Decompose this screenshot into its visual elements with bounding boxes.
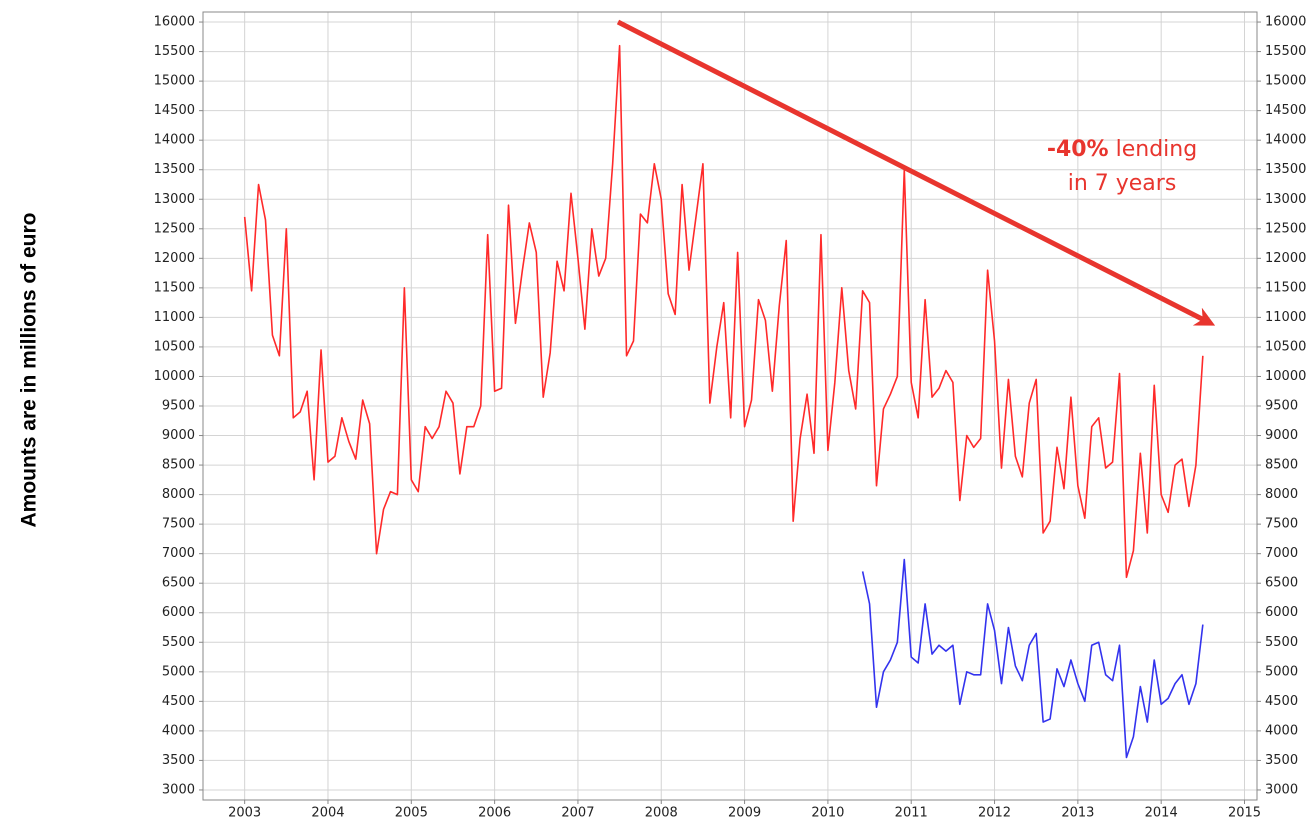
y2-tick-label: 6500 xyxy=(1265,576,1298,591)
y2-tick-label: 5000 xyxy=(1265,664,1298,679)
y2-tick-label: 6000 xyxy=(1265,605,1298,620)
x-tick-label: 2006 xyxy=(478,806,511,821)
y-tick-label: 3000 xyxy=(162,782,195,797)
y-tick-label: 12500 xyxy=(154,221,195,236)
x-tick-label: 2013 xyxy=(1061,806,1094,821)
y-tick-label: 10000 xyxy=(154,369,195,384)
series-line xyxy=(243,44,1204,579)
y-axis-label: Amounts are in millions of euro xyxy=(18,212,41,527)
y-tick-label: 7000 xyxy=(162,546,195,561)
x-tick-label: 2012 xyxy=(978,806,1011,821)
y2-tick-label: 8000 xyxy=(1265,487,1298,502)
y-tick-label: 13500 xyxy=(154,162,195,177)
y-tick-label: 12000 xyxy=(154,251,195,266)
x-tick-label: 2008 xyxy=(645,806,678,821)
x-tick-label: 2011 xyxy=(895,806,928,821)
y2-tick-label: 8500 xyxy=(1265,458,1298,473)
y2-tick-label: 15500 xyxy=(1265,44,1306,59)
y2-tick-label: 14500 xyxy=(1265,103,1306,118)
y2-tick-label: 12500 xyxy=(1265,221,1306,236)
y-tick-label: 9000 xyxy=(162,428,195,443)
annotation-bold: -40% xyxy=(1047,137,1109,162)
y-tick-label: 8500 xyxy=(162,458,195,473)
y2-tick-label: 5500 xyxy=(1265,635,1298,650)
series-line xyxy=(861,558,1204,759)
y-tick-label: 7500 xyxy=(162,517,195,532)
y2-tick-label: 13500 xyxy=(1265,162,1306,177)
x-tick-label: 2007 xyxy=(561,806,594,821)
y-tick-label: 5000 xyxy=(162,664,195,679)
y-tick-label: 9500 xyxy=(162,399,195,414)
y-tick-label: 11000 xyxy=(154,310,195,325)
x-tick-label: 2014 xyxy=(1145,806,1178,821)
y-tick-label: 15000 xyxy=(154,74,195,89)
y2-tick-label: 11500 xyxy=(1265,280,1306,295)
y-tick-label: 16000 xyxy=(154,15,195,30)
annotation-text: lending xyxy=(1116,137,1198,162)
y2-tick-label: 10000 xyxy=(1265,369,1306,384)
y2-tick-label: 9000 xyxy=(1265,428,1298,443)
trend-arrow xyxy=(616,19,1216,326)
x-tick-label: 2010 xyxy=(811,806,844,821)
y-tick-label: 4000 xyxy=(162,723,195,738)
y-tick-label: 10500 xyxy=(154,339,195,354)
y2-tick-label: 11000 xyxy=(1265,310,1306,325)
annotation-line2: in 7 years xyxy=(1068,171,1177,196)
lines xyxy=(243,44,1204,759)
y-tick-label: 5500 xyxy=(162,635,195,650)
y-tick-label: 11500 xyxy=(154,280,195,295)
y2-tick-label: 13000 xyxy=(1265,192,1306,207)
x-tick-label: 2005 xyxy=(395,806,428,821)
y2-tick-label: 4500 xyxy=(1265,694,1298,709)
x-tick-label: 2015 xyxy=(1228,806,1261,821)
x-tick-label: 2004 xyxy=(311,806,344,821)
y-tick-label: 15500 xyxy=(154,44,195,59)
y2-tick-label: 10500 xyxy=(1265,339,1306,354)
y-tick-label: 14000 xyxy=(154,133,195,148)
y2-tick-label: 4000 xyxy=(1265,723,1298,738)
x-tick-label: 2009 xyxy=(728,806,761,821)
y2-tick-label: 12000 xyxy=(1265,251,1306,266)
y-tick-label: 13000 xyxy=(154,192,195,207)
y-tick-label: 14500 xyxy=(154,103,195,118)
y2-tick-label: 7500 xyxy=(1265,517,1298,532)
annotation-line1: -40% lending xyxy=(1047,137,1197,162)
y2-tick-label: 3500 xyxy=(1265,753,1298,768)
y-tick-label: 6000 xyxy=(162,605,195,620)
y2-tick-label: 16000 xyxy=(1265,15,1306,30)
y2-tick-label: 7000 xyxy=(1265,546,1298,561)
y2-tick-label: 3000 xyxy=(1265,782,1298,797)
y-tick-label: 6500 xyxy=(162,576,195,591)
y-tick-label: 3500 xyxy=(162,753,195,768)
y-tick-label: 8000 xyxy=(162,487,195,502)
y2-tick-label: 9500 xyxy=(1265,399,1298,414)
y2-tick-label: 14000 xyxy=(1265,133,1306,148)
y2-tick-label: 15000 xyxy=(1265,74,1306,89)
y-tick-label: 4500 xyxy=(162,694,195,709)
x-tick-label: 2003 xyxy=(228,806,261,821)
